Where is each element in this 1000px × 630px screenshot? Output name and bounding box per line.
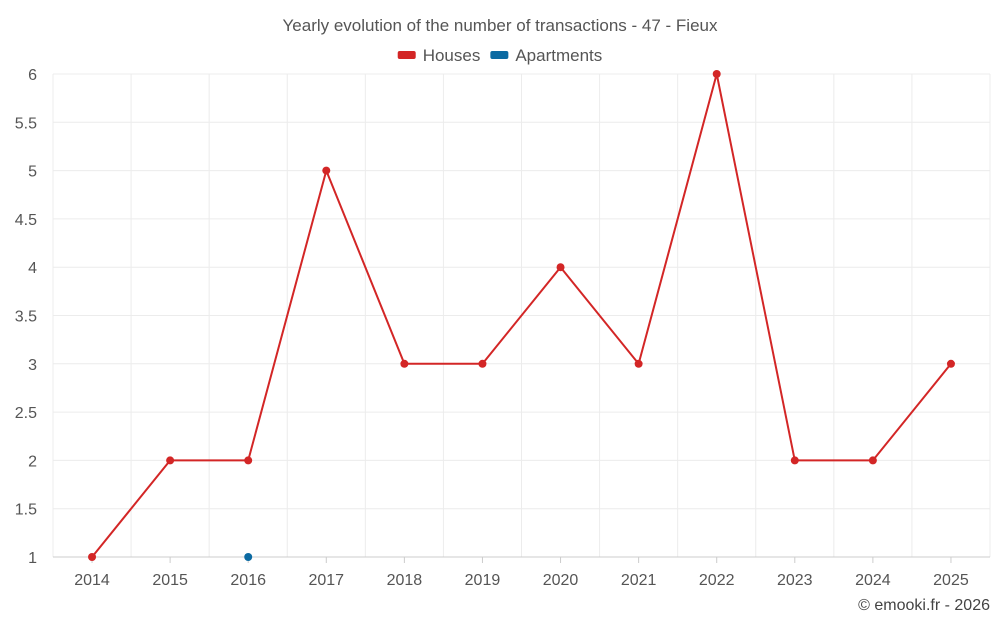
data-point-houses-2015[interactable] xyxy=(166,456,175,465)
y-axis: 1 1.5 2 2.5 3 3.5 4 4.5 5 5.5 6 xyxy=(15,67,37,567)
data-point-houses-2022[interactable] xyxy=(712,70,721,78)
legend: Houses Apartments xyxy=(397,46,602,65)
data-point-houses-2018[interactable] xyxy=(400,359,409,368)
legend-swatch xyxy=(490,51,509,59)
data-point-houses-2016[interactable] xyxy=(244,456,253,465)
y-tick-label: 3 xyxy=(28,357,37,374)
y-tick-label: 4 xyxy=(28,260,37,277)
data-point-apartments-2016[interactable] xyxy=(244,553,253,561)
legend-item-houses[interactable]: Houses xyxy=(397,46,481,65)
x-tick-label: 2018 xyxy=(387,572,423,589)
x-tick-label: 2019 xyxy=(465,572,501,589)
x-tick-label: 2025 xyxy=(933,572,969,589)
data-point-houses-2019[interactable] xyxy=(478,359,487,368)
y-tick-label: 3.5 xyxy=(15,309,37,326)
y-tick-label: 5.5 xyxy=(15,115,37,132)
y-tick-label: 5 xyxy=(28,164,37,181)
data-point-houses-2017[interactable] xyxy=(322,166,331,175)
x-tick-label: 2016 xyxy=(230,572,266,589)
x-tick-label: 2023 xyxy=(777,572,813,589)
data-point-houses-2020[interactable] xyxy=(556,263,565,272)
x-tick-label: 2021 xyxy=(621,572,657,589)
data-point-houses-2023[interactable] xyxy=(790,456,799,465)
legend-label: Apartments xyxy=(515,46,602,65)
series-houses xyxy=(88,70,955,561)
legend-label: Houses xyxy=(423,46,481,65)
chart-title: Yearly evolution of the number of transa… xyxy=(283,16,718,35)
series-apartments xyxy=(244,553,253,561)
y-tick-label: 2 xyxy=(28,453,37,470)
data-point-houses-2021[interactable] xyxy=(634,359,643,368)
data-point-houses-2024[interactable] xyxy=(868,456,877,465)
data-point-houses-2014[interactable] xyxy=(88,553,97,561)
x-tick-label: 2024 xyxy=(855,572,891,589)
x-tick-label: 2015 xyxy=(152,572,188,589)
series-layer xyxy=(88,70,955,561)
y-tick-label: 4.5 xyxy=(15,212,37,229)
x-axis: 2014 2015 2016 2017 2018 2019 2020 2021 2022 2023… xyxy=(53,556,990,589)
y-tick-label: 6 xyxy=(28,67,37,84)
x-tick-label: 2017 xyxy=(308,572,344,589)
legend-swatch xyxy=(397,51,416,59)
x-tick-label: 2020 xyxy=(543,572,579,589)
credit-text: © emooki.fr - 2026 xyxy=(858,597,990,614)
y-tick-label: 2.5 xyxy=(15,405,37,422)
series-line-houses xyxy=(91,73,952,558)
x-tick-label: 2022 xyxy=(699,572,735,589)
legend-item-apartments[interactable]: Apartments xyxy=(490,46,602,65)
data-point-houses-2025[interactable] xyxy=(946,359,955,368)
y-tick-label: 1 xyxy=(28,550,37,567)
y-tick-label: 1.5 xyxy=(15,502,37,519)
x-tick-label: 2014 xyxy=(74,572,110,589)
